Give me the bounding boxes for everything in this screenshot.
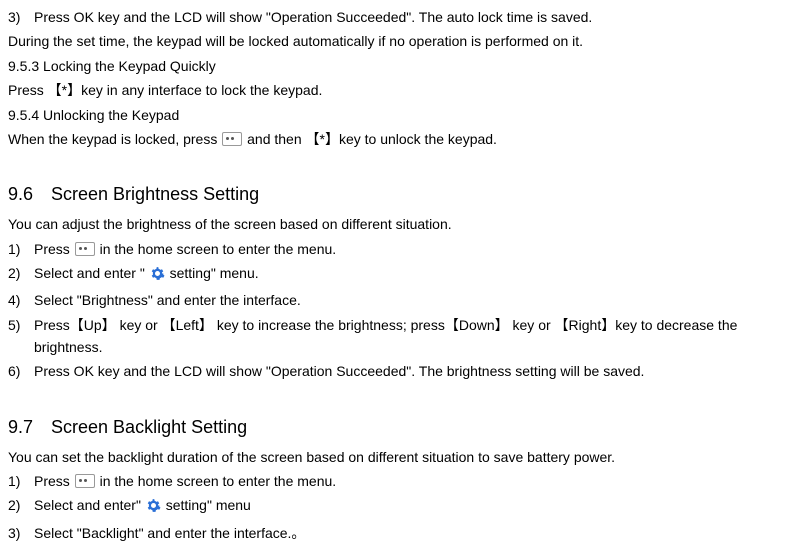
text-fragment: setting" menu (166, 497, 251, 513)
step-number: 3) (8, 6, 34, 28)
step-number: 2) (8, 262, 34, 284)
text-fragment: When the keypad is locked, press (8, 131, 221, 147)
step-text: Press OK key and the LCD will show "Oper… (34, 6, 777, 28)
text-fragment: in the home screen to enter the menu. (100, 473, 337, 489)
step-line: 1) Press in the home screen to enter the… (8, 238, 777, 260)
step-number: 2) (8, 494, 34, 516)
step-number: 1) (8, 238, 34, 260)
step-line: 2) Select and enter" setting" menu (8, 494, 777, 519)
step-line: 3) Select "Backlight" and enter the inte… (8, 522, 777, 544)
step-line: 3) Press OK key and the LCD will show "O… (8, 6, 777, 28)
text-fragment: in the home screen to enter the menu. (100, 241, 337, 257)
step-number: 1) (8, 470, 34, 492)
step-text: Select and enter" setting" menu (34, 494, 777, 519)
text-fragment: setting" menu. (170, 265, 259, 281)
gear-icon (146, 497, 161, 519)
gear-icon (150, 265, 165, 287)
step-text: Press【Up】 key or 【Left】 key to increase … (34, 314, 777, 359)
step-text: Press in the home screen to enter the me… (34, 238, 777, 260)
step-text: Select "Brightness" and enter the interf… (34, 289, 777, 311)
body-text: During the set time, the keypad will be … (8, 30, 777, 52)
menu-dots-icon (222, 132, 242, 146)
text-fragment: Press (34, 241, 70, 257)
step-line: 2) Select and enter " setting" menu. (8, 262, 777, 287)
body-text: Press 【*】key in any interface to lock th… (8, 79, 777, 101)
text-fragment: and then 【*】key to unlock the keypad. (247, 131, 497, 147)
step-text: Select "Backlight" and enter the interfa… (34, 522, 777, 544)
body-text: You can adjust the brightness of the scr… (8, 213, 777, 235)
step-number: 3) (8, 522, 34, 544)
section-heading: 9.7 Screen Backlight Setting (8, 413, 777, 442)
menu-dots-icon (75, 242, 95, 256)
spacer (8, 385, 777, 399)
text-fragment: Press (34, 473, 70, 489)
step-number: 4) (8, 289, 34, 311)
menu-dots-icon (75, 474, 95, 488)
step-number: 5) (8, 314, 34, 336)
subsection-heading: 9.5.3 Locking the Keypad Quickly (8, 55, 777, 77)
step-line: 6) Press OK key and the LCD will show "O… (8, 360, 777, 382)
body-text: You can set the backlight duration of th… (8, 446, 777, 468)
text-fragment: Select and enter" (34, 497, 141, 513)
step-line: 4) Select "Brightness" and enter the int… (8, 289, 777, 311)
step-number: 6) (8, 360, 34, 382)
body-text: When the keypad is locked, press and the… (8, 128, 777, 150)
step-text: Select and enter " setting" menu. (34, 262, 777, 287)
section-heading: 9.6 Screen Brightness Setting (8, 180, 777, 209)
step-line: 1) Press in the home screen to enter the… (8, 470, 777, 492)
step-text: Press OK key and the LCD will show "Oper… (34, 360, 777, 382)
spacer (8, 152, 777, 166)
step-line: 5) Press【Up】 key or 【Left】 key to increa… (8, 314, 777, 359)
document-page: 3) Press OK key and the LCD will show "O… (0, 0, 785, 556)
text-fragment: Select and enter " (34, 265, 145, 281)
subsection-heading: 9.5.4 Unlocking the Keypad (8, 104, 777, 126)
step-text: Press in the home screen to enter the me… (34, 470, 777, 492)
